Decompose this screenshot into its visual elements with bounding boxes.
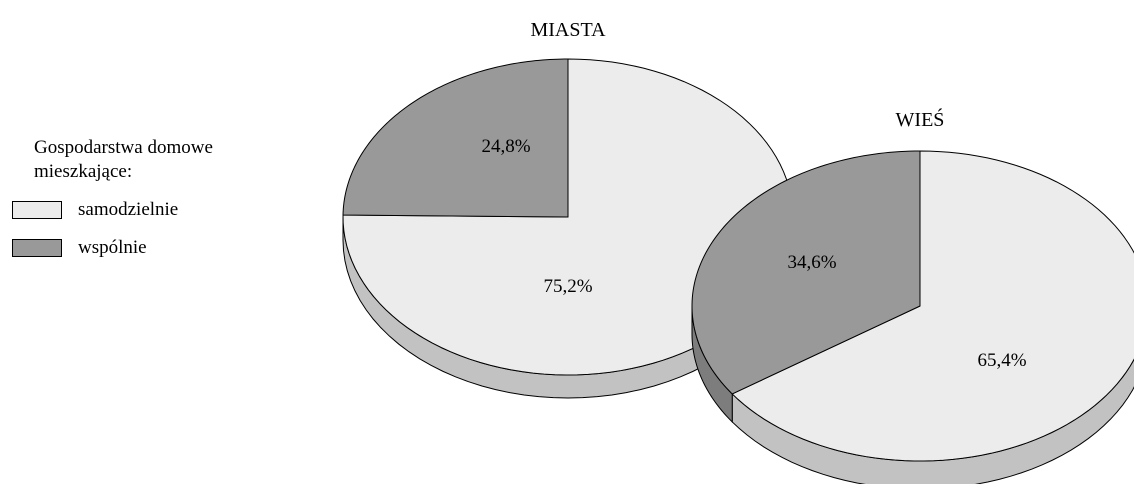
pie-miasta: 75,2% 24,8% MIASTA <box>342 19 794 399</box>
pie-label-wies-wspolnie: 34,6% <box>787 252 836 273</box>
pie-title-miasta: MIASTA <box>530 19 606 41</box>
pie-label-miasta-samodzielnie: 75,2% <box>543 276 592 297</box>
pie-slice-wies-samodzielnie <box>731 150 1134 462</box>
legend-swatch-wspolnie <box>12 239 62 257</box>
pie-title-wies: WIEŚ <box>896 107 945 131</box>
legend-label-wspolnie: wspólnie <box>78 237 147 258</box>
legend-item-samodzielnie: samodzielnie <box>12 198 178 222</box>
pie-label-miasta-wspolnie: 24,8% <box>481 136 530 157</box>
pie-slice-miasta-wspolnie <box>342 58 569 218</box>
legend-swatch-samodzielnie <box>12 201 62 219</box>
legend-label-samodzielnie: samodzielnie <box>78 199 179 220</box>
legend-title: Gospodarstwa domowe mieszkające: <box>34 137 213 182</box>
pie-slice-wies-wspolnie <box>691 150 921 395</box>
pie-wies: 65,4% 34,6% WIEŚ <box>691 107 1134 484</box>
legend-item-wspolnie: wspólnie <box>12 236 147 260</box>
pie-label-wies-samodzielnie: 65,4% <box>977 350 1026 371</box>
